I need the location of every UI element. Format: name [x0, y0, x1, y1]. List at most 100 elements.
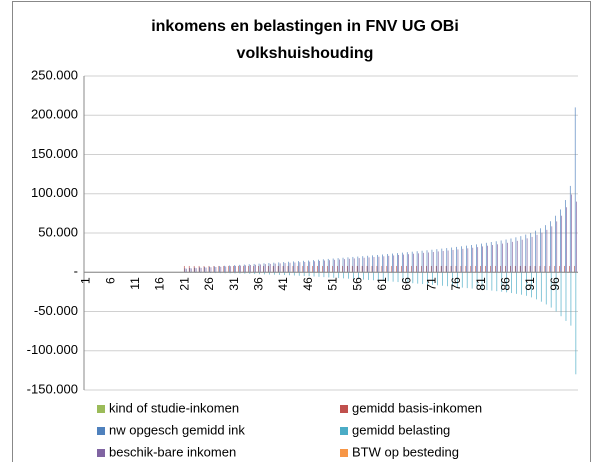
bar: [219, 266, 220, 273]
bar: [569, 265, 570, 273]
bar: [273, 262, 275, 273]
bar: [308, 272, 310, 277]
bar: [294, 262, 296, 273]
bar: [406, 252, 408, 273]
bar: [422, 272, 424, 285]
bar: [338, 272, 340, 279]
bar: [279, 272, 280, 275]
bar: [258, 263, 260, 273]
bar: [475, 265, 477, 273]
bar: [363, 257, 365, 273]
bar: [199, 267, 201, 273]
bar: [200, 267, 202, 273]
bar: [432, 251, 434, 273]
bar: [322, 265, 323, 273]
bar: [264, 264, 266, 273]
bar: [466, 245, 467, 273]
bar: [358, 258, 360, 273]
bar: [230, 266, 232, 273]
y-tick-label: -50.000: [34, 303, 78, 318]
bar: [502, 243, 503, 273]
bar: [373, 257, 375, 273]
bar: [239, 272, 241, 274]
bar: [292, 265, 294, 273]
bar: [203, 265, 205, 273]
bar: [314, 261, 316, 273]
bar: [467, 248, 469, 273]
bar: [526, 272, 527, 296]
legend-label: gemidd belasting: [352, 422, 450, 437]
bar: [272, 265, 274, 273]
bar: [507, 242, 508, 273]
bar: [371, 265, 373, 273]
bar: [234, 272, 236, 274]
bar: [516, 272, 517, 294]
bar: [377, 272, 379, 281]
bar: [299, 262, 301, 273]
bar: [560, 272, 562, 317]
bar: [229, 272, 231, 274]
legend-label: nw opgesch gemidd ink: [109, 422, 245, 437]
bar: [356, 265, 358, 273]
bar: [195, 268, 197, 273]
bar: [421, 250, 423, 273]
bar: [465, 265, 467, 273]
bar: [308, 260, 309, 273]
bar: [555, 272, 557, 312]
x-tick-label: 76: [449, 277, 463, 291]
bar: [559, 265, 561, 273]
bar: [334, 259, 335, 273]
bar: [574, 265, 575, 273]
bar: [574, 107, 576, 273]
bar: [401, 252, 403, 273]
bar: [386, 265, 388, 273]
bar: [426, 265, 427, 273]
bar: [452, 272, 453, 287]
bar: [544, 265, 546, 273]
bar: [287, 265, 289, 273]
y-tick-label: -100.000: [27, 342, 78, 357]
bar: [519, 265, 521, 273]
bar: [462, 248, 464, 273]
bar: [569, 185, 571, 273]
bar: [566, 207, 567, 273]
bar: [491, 272, 493, 291]
bar: [303, 272, 305, 276]
bar: [401, 265, 402, 273]
bar: [357, 256, 359, 273]
bar: [476, 244, 477, 273]
bar: [497, 244, 498, 273]
bar: [234, 265, 235, 273]
bar: [347, 257, 349, 273]
bar: [302, 265, 304, 273]
bar: [304, 261, 306, 273]
bar: [368, 272, 369, 280]
bar: [319, 260, 320, 273]
bar: [194, 267, 196, 273]
bar: [377, 254, 378, 273]
bar: [361, 265, 363, 273]
bar: [556, 221, 558, 273]
bar: [253, 263, 255, 273]
bar: [249, 272, 251, 274]
bar: [250, 265, 251, 273]
bar: [487, 245, 488, 273]
bar: [412, 272, 414, 284]
legend-label: BTW op besteding: [352, 444, 459, 459]
bar: [324, 260, 325, 273]
bar: [506, 272, 508, 293]
bar: [253, 265, 254, 273]
bar: [322, 259, 324, 273]
bar: [213, 265, 215, 273]
bar: [490, 242, 492, 273]
bar: [342, 265, 343, 273]
bar: [223, 265, 225, 273]
bar: [397, 272, 399, 283]
bar: [317, 259, 319, 273]
bar: [282, 265, 284, 273]
bar: [524, 265, 526, 273]
bar: [398, 254, 400, 273]
bar: [417, 272, 419, 284]
bar: [571, 194, 572, 273]
x-tick-label: 41: [276, 277, 290, 291]
